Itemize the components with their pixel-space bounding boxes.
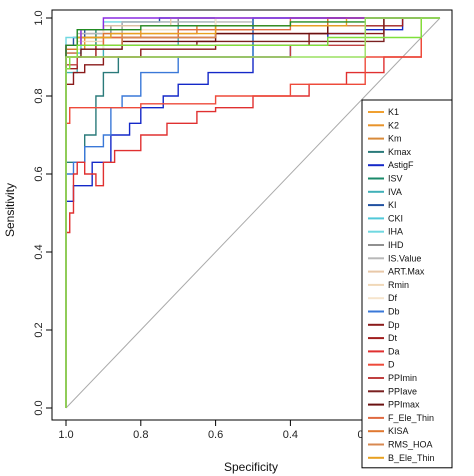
legend-label: Dt — [388, 333, 397, 343]
legend-label: KISA — [388, 426, 409, 436]
diagonal-reference-line — [65, 17, 441, 409]
legend-label: IHA — [388, 227, 403, 237]
legend-label: IHD — [388, 240, 404, 250]
y-tick-label: 1.0 — [33, 10, 45, 25]
legend-label: PPIave — [388, 386, 417, 396]
y-axis-title: Sensitivity — [3, 183, 17, 237]
series-line-db — [65, 17, 440, 408]
legend-label: Rmin — [388, 280, 409, 290]
x-tick-label: 0.8 — [133, 429, 148, 441]
legend-label: IVA — [388, 187, 402, 197]
legend-label: PPImax — [388, 400, 420, 410]
legend-label: PPImin — [388, 373, 417, 383]
series-line-unnamed-30 — [65, 17, 440, 408]
y-tick-label: 0.6 — [33, 166, 45, 181]
legend-label: Db — [388, 307, 400, 317]
legend-label: RMS_HOA — [388, 440, 433, 450]
legend-label: Dp — [388, 320, 400, 330]
x-tick-label: 0.4 — [283, 429, 298, 441]
legend-label: F_Ele_Thin — [388, 413, 434, 423]
legend-label: CKI — [388, 213, 403, 223]
legend-label: ISV — [388, 174, 403, 184]
y-tick-label: 0.4 — [33, 244, 45, 259]
legend-label: D — [388, 360, 395, 370]
legend-label: KI — [388, 200, 397, 210]
x-tick-label: 1.0 — [58, 429, 73, 441]
y-tick-label: 0.8 — [33, 88, 45, 103]
legend-label: Df — [388, 293, 397, 303]
series-line-unnamed-29 — [65, 17, 440, 408]
legend-label: K2 — [388, 120, 399, 130]
legend-label: B_Ele_Thin — [388, 453, 435, 463]
legend-label: IS.Value — [388, 253, 421, 263]
legend-label: Da — [388, 346, 400, 356]
legend-label: AstigF — [388, 160, 414, 170]
legend-label: K1 — [388, 107, 399, 117]
legend-label: ART.Max — [388, 267, 425, 277]
legend-label: Km — [388, 134, 402, 144]
legend-label: Kmax — [388, 147, 412, 157]
x-tick-label: 0.6 — [208, 429, 223, 441]
series-line-unnamed-28 — [65, 17, 440, 408]
y-tick-label: 0.2 — [33, 322, 45, 337]
series-line-da — [65, 17, 440, 408]
y-tick-label: 0.0 — [33, 400, 45, 415]
x-axis-title: Specificity — [224, 460, 278, 474]
series-line-d — [65, 17, 440, 408]
